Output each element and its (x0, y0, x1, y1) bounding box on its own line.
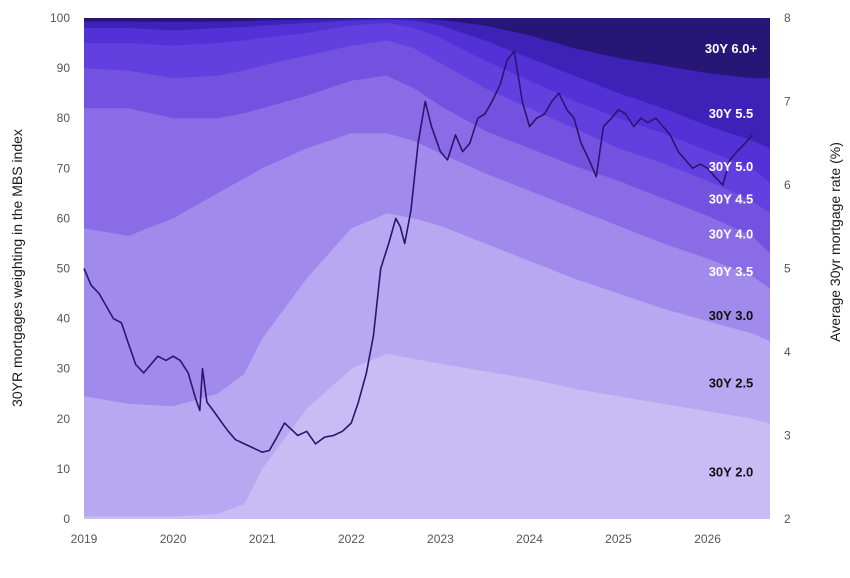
left-y-tick-label: 30 (57, 362, 71, 376)
left-y-tick-label: 60 (57, 211, 71, 225)
band-label-30y-6-0: 30Y 6.0+ (705, 41, 758, 56)
left-y-tick-label: 10 (57, 462, 71, 476)
left-y-axis-title: 30YR mortgages weighting in the MBS inde… (9, 129, 25, 407)
x-tick-label: 2020 (160, 532, 187, 546)
right-y-tick-label: 8 (784, 11, 791, 25)
band-label-30y-5-0: 30Y 5.0 (709, 159, 754, 174)
band-label-30y-4-5: 30Y 4.5 (709, 191, 754, 206)
band-label-30y-2-5: 30Y 2.5 (709, 376, 754, 391)
x-tick-label: 2024 (516, 532, 543, 546)
left-y-tick-label: 100 (50, 11, 70, 25)
left-y-tick-label: 40 (57, 312, 71, 326)
band-label-30y-3-0: 30Y 3.0 (709, 308, 754, 323)
left-y-axis-ticks: 0 10 20 30 40 50 60 70 80 90 100 (50, 11, 70, 526)
right-y-tick-label: 5 (784, 262, 791, 276)
x-axis-ticks: 2019 2020 2021 2022 2023 2024 2025 2026 (71, 532, 722, 546)
x-tick-label: 2019 (71, 532, 98, 546)
left-y-tick-label: 0 (63, 512, 70, 526)
left-y-tick-label: 90 (57, 61, 71, 75)
x-tick-label: 2026 (694, 532, 721, 546)
right-y-tick-label: 6 (784, 178, 791, 192)
right-y-tick-label: 7 (784, 95, 791, 109)
left-y-tick-label: 80 (57, 111, 71, 125)
right-y-tick-label: 4 (784, 345, 791, 359)
band-30y-2-0 (84, 353, 770, 519)
left-y-tick-label: 50 (57, 262, 71, 276)
band-label-30y-5-5: 30Y 5.5 (709, 106, 754, 121)
right-y-tick-label: 3 (784, 429, 791, 443)
left-y-tick-label: 20 (57, 412, 71, 426)
left-y-tick-label: 70 (57, 161, 71, 175)
right-y-axis-title: Average 30yr mortgage rate (%) (827, 142, 843, 342)
x-tick-label: 2025 (605, 532, 632, 546)
mortgage-rate-series (83, 50, 753, 454)
right-y-tick-label: 2 (784, 512, 791, 526)
band-label-30y-3-5: 30Y 3.5 (709, 264, 754, 279)
band-label-30y-4-0: 30Y 4.0 (709, 226, 754, 241)
band-labels: 30Y 2.0 30Y 2.5 30Y 3.0 30Y 3.5 30Y 4.0 30Y 4… (705, 41, 758, 479)
x-tick-label: 2023 (427, 532, 454, 546)
x-tick-label: 2022 (338, 532, 365, 546)
band-label-30y-2-0: 30Y 2.0 (709, 464, 754, 479)
right-y-axis-ticks: 2 3 4 5 6 7 8 (784, 11, 791, 526)
x-tick-label: 2021 (249, 532, 276, 546)
mortgage-rate-line (83, 50, 753, 454)
stacked-area-bands (84, 18, 770, 519)
